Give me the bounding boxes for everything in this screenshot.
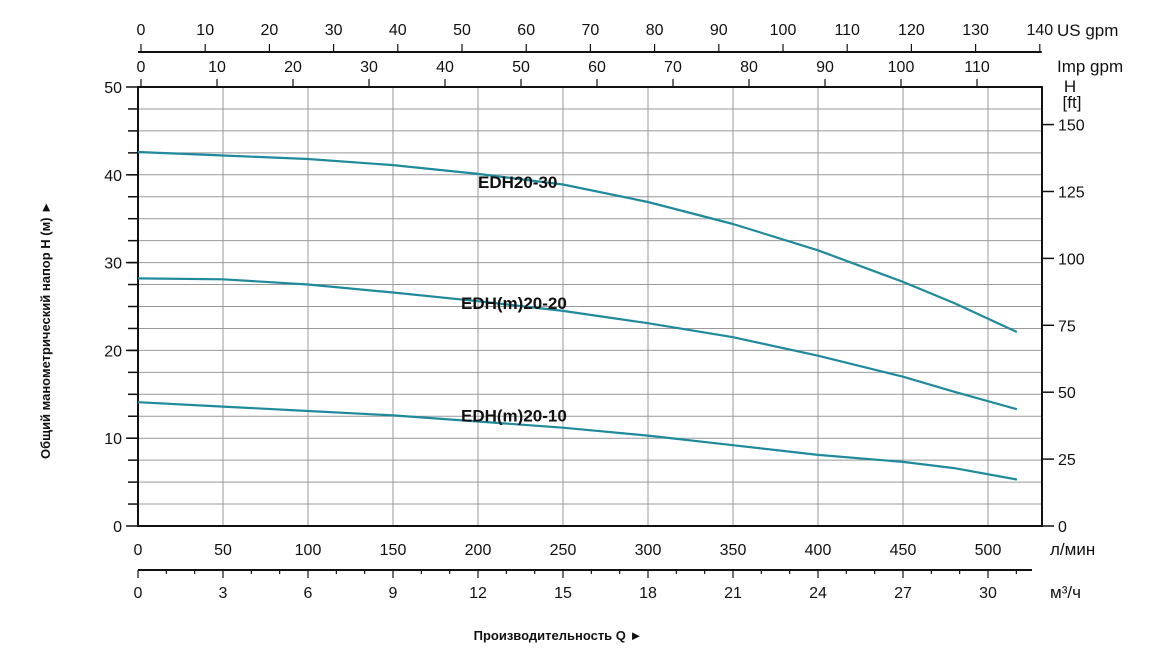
imp-gpm-tick-label: 90: [816, 59, 834, 76]
m3h-tick-label: 21: [724, 585, 742, 602]
m3h-tick-label: 18: [639, 585, 657, 602]
us-gpm-tick-label: 40: [389, 22, 407, 39]
us-gpm-tick-label: 50: [453, 22, 471, 39]
m3h-tick-label: 12: [469, 585, 487, 602]
us-gpm-tick-label: 90: [710, 22, 728, 39]
curve-edh-m-20-20: [137, 277, 1018, 411]
x-tick-label: 0: [134, 542, 143, 559]
curve-label: EDH20-30: [478, 173, 557, 192]
imp-gpm-tick-label: 10: [208, 59, 226, 76]
curve-edh-m-20-10: [137, 401, 1018, 481]
y-tick-label: 10: [104, 431, 122, 448]
us-gpm-tick-label: 120: [898, 22, 925, 39]
m3h-tick-label: 24: [809, 585, 827, 602]
x-tick-label: 300: [635, 542, 662, 559]
x-tick-label: 250: [550, 542, 577, 559]
ft-tick-label: 0: [1058, 519, 1067, 536]
us-gpm-tick-label: 110: [834, 22, 860, 39]
imp-gpm-tick-label: 50: [512, 59, 530, 76]
us-gpm-tick-label: 80: [646, 22, 664, 39]
y-tick-label: 30: [104, 256, 122, 273]
curve-edh20-30: [137, 150, 1018, 333]
m3h-tick-label: 15: [554, 585, 572, 602]
axes: [126, 44, 1054, 578]
imp-gpm-tick-label: 80: [740, 59, 758, 76]
imp-gpm-tick-label: 70: [664, 59, 682, 76]
us-gpm-tick-label: 140: [1026, 22, 1053, 39]
m3h-tick-label: 9: [389, 585, 398, 602]
x-tick-label: 150: [380, 542, 407, 559]
imp-gpm-tick-label: 60: [588, 59, 606, 76]
us-gpm-unit-label: US gpm: [1057, 21, 1118, 40]
m3h-unit-label: м³/ч: [1050, 583, 1081, 602]
ft-tick-label: 100: [1058, 251, 1085, 268]
ft-unit-label-h: H: [1064, 77, 1076, 96]
m3h-tick-label: 3: [219, 585, 228, 602]
m3h-tick-label: 27: [894, 585, 912, 602]
us-gpm-tick-label: 70: [582, 22, 600, 39]
x-tick-label: 400: [805, 542, 832, 559]
m3h-tick-label: 0: [134, 585, 143, 602]
curves: [137, 150, 1018, 481]
imp-gpm-tick-label: 100: [888, 59, 915, 76]
us-gpm-tick-label: 0: [137, 22, 146, 39]
y-tick-label: 50: [104, 80, 122, 97]
x-tick-label: 450: [890, 542, 917, 559]
x-tick-label: 50: [214, 542, 232, 559]
y-axis-title: Общий манометрический напор H (м) ►: [38, 201, 53, 459]
curve-label: EDH(m)20-10: [461, 407, 567, 426]
imp-gpm-tick-label: 30: [360, 59, 378, 76]
x-tick-label: 350: [720, 542, 747, 559]
x-tick-label: 200: [465, 542, 492, 559]
y-tick-label: 0: [113, 519, 122, 536]
x-unit-label: л/мин: [1050, 540, 1095, 559]
imp-gpm-tick-label: 20: [284, 59, 302, 76]
x-tick-label: 500: [975, 542, 1002, 559]
us-gpm-tick-label: 30: [325, 22, 343, 39]
x-tick-label: 100: [295, 542, 322, 559]
ft-unit-label-ft: [ft]: [1063, 93, 1082, 112]
m3h-tick-label: 30: [979, 585, 997, 602]
ft-tick-label: 125: [1058, 184, 1085, 201]
grid: [138, 87, 1042, 526]
imp-gpm-tick-label: 110: [964, 59, 990, 76]
us-gpm-tick-label: 130: [962, 22, 989, 39]
imp-gpm-tick-label: 40: [436, 59, 454, 76]
ft-tick-label: 25: [1058, 452, 1076, 469]
plot-frame: [137, 86, 1043, 527]
us-gpm-tick-label: 100: [770, 22, 797, 39]
y-tick-label: 20: [104, 343, 122, 360]
us-gpm-tick-label: 10: [196, 22, 214, 39]
ft-tick-label: 75: [1058, 318, 1076, 335]
imp-gpm-tick-label: 0: [137, 59, 146, 76]
us-gpm-tick-label: 60: [517, 22, 535, 39]
curve-label: EDH(m)20-20: [461, 294, 567, 313]
ft-tick-label: 150: [1058, 118, 1085, 135]
x-axis-title: Производительность Q ►: [474, 628, 643, 643]
y-tick-label: 40: [104, 168, 122, 185]
us-gpm-tick-label: 20: [261, 22, 279, 39]
ft-tick-label: 50: [1058, 385, 1076, 402]
imp-gpm-unit-label: Imp gpm: [1057, 57, 1123, 76]
m3h-tick-label: 6: [304, 585, 313, 602]
